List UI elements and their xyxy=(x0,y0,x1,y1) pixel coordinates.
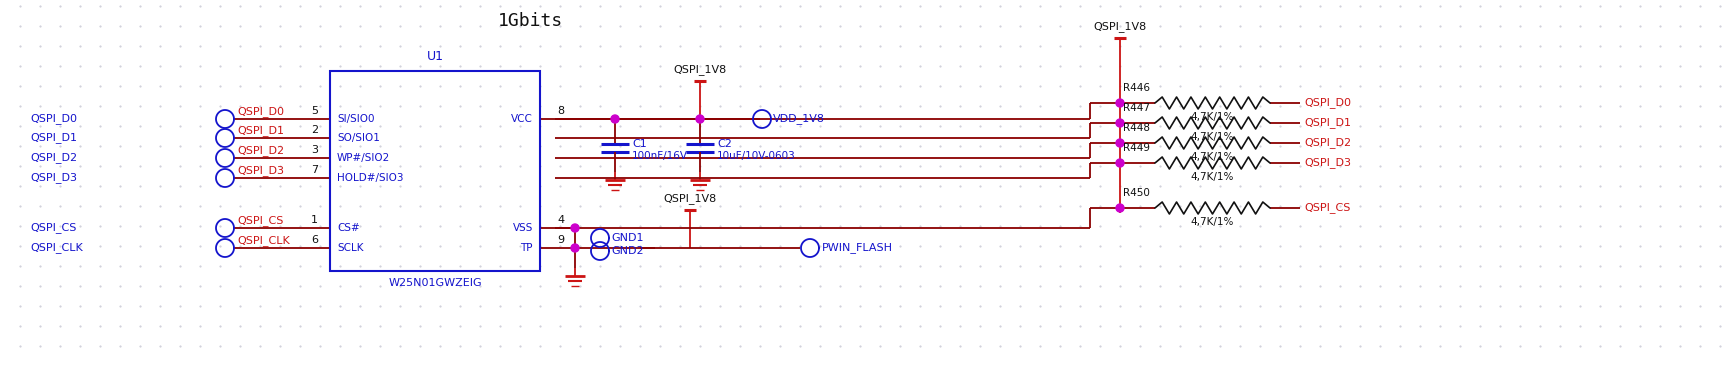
Circle shape xyxy=(1115,159,1124,167)
Text: 4,7K/1%: 4,7K/1% xyxy=(1192,217,1235,227)
Circle shape xyxy=(696,115,703,123)
Circle shape xyxy=(1115,204,1124,212)
Text: C2: C2 xyxy=(717,139,733,149)
Text: VDD_1V8: VDD_1V8 xyxy=(772,113,824,124)
Text: QSPI_D0: QSPI_D0 xyxy=(1304,98,1351,108)
Text: 4,7K/1%: 4,7K/1% xyxy=(1192,172,1235,182)
Circle shape xyxy=(572,224,578,232)
Circle shape xyxy=(1115,119,1124,127)
Text: QSPI_D0: QSPI_D0 xyxy=(29,113,76,124)
Text: QSPI_CLK: QSPI_CLK xyxy=(237,236,289,246)
Text: 4,7K/1%: 4,7K/1% xyxy=(1192,112,1235,122)
Text: QSPI_D1: QSPI_D1 xyxy=(1304,117,1351,128)
Text: QSPI_D3: QSPI_D3 xyxy=(1304,157,1351,168)
Text: W25N01GWZEIG: W25N01GWZEIG xyxy=(388,278,481,288)
Text: TP: TP xyxy=(521,243,533,253)
Text: SCLK: SCLK xyxy=(338,243,364,253)
Text: VSS: VSS xyxy=(513,223,533,233)
Text: 1: 1 xyxy=(312,215,319,225)
Circle shape xyxy=(611,115,618,123)
Text: 5: 5 xyxy=(312,106,319,116)
Text: 7: 7 xyxy=(310,165,319,175)
Text: R448: R448 xyxy=(1122,123,1150,133)
Text: GND2: GND2 xyxy=(611,246,644,256)
Text: 100nF/16V: 100nF/16V xyxy=(632,151,688,161)
Text: 8: 8 xyxy=(558,106,565,116)
Text: WP#/SIO2: WP#/SIO2 xyxy=(338,153,390,163)
Text: 6: 6 xyxy=(312,235,319,245)
Bar xyxy=(331,71,540,271)
Text: QSPI_CS: QSPI_CS xyxy=(1304,202,1351,213)
Text: QSPI_D2: QSPI_D2 xyxy=(1304,138,1351,149)
Text: QSPI_CLK: QSPI_CLK xyxy=(29,243,83,253)
Text: QSPI_D1: QSPI_D1 xyxy=(29,132,76,143)
Text: 9: 9 xyxy=(558,235,565,245)
Circle shape xyxy=(1115,99,1124,107)
Text: C1: C1 xyxy=(632,139,646,149)
Text: CS#: CS# xyxy=(338,223,360,233)
Text: PWIN_FLASH: PWIN_FLASH xyxy=(823,243,894,253)
Text: 1Gbits: 1Gbits xyxy=(497,12,563,30)
Text: R450: R450 xyxy=(1122,188,1150,198)
Text: 4,7K/1%: 4,7K/1% xyxy=(1192,152,1235,162)
Text: R447: R447 xyxy=(1122,103,1150,113)
Text: 4,7K/1%: 4,7K/1% xyxy=(1192,132,1235,142)
Text: QSPI_D0: QSPI_D0 xyxy=(237,107,284,117)
Text: R446: R446 xyxy=(1122,83,1150,93)
Circle shape xyxy=(1115,139,1124,147)
Text: 10uF/10V-0603: 10uF/10V-0603 xyxy=(717,151,795,161)
Text: GND1: GND1 xyxy=(611,233,644,243)
Text: VCC: VCC xyxy=(511,114,533,124)
Text: R449: R449 xyxy=(1122,143,1150,153)
Text: 4: 4 xyxy=(558,215,565,225)
Text: QSPI_D2: QSPI_D2 xyxy=(29,153,78,164)
Text: HOLD#/SIO3: HOLD#/SIO3 xyxy=(338,173,404,183)
Text: QSPI_D3: QSPI_D3 xyxy=(29,172,76,183)
Text: QSPI_1V8: QSPI_1V8 xyxy=(674,64,727,75)
Text: U1: U1 xyxy=(426,51,443,63)
Text: SI/SIO0: SI/SIO0 xyxy=(338,114,374,124)
Text: QSPI_D1: QSPI_D1 xyxy=(237,126,284,137)
Text: QSPI_1V8: QSPI_1V8 xyxy=(1093,21,1147,32)
Text: 2: 2 xyxy=(310,125,319,135)
Text: QSPI_CS: QSPI_CS xyxy=(29,223,76,234)
Text: QSPI_D2: QSPI_D2 xyxy=(237,146,284,156)
Circle shape xyxy=(572,244,578,252)
Text: SO/SIO1: SO/SIO1 xyxy=(338,133,379,143)
Text: QSPI_CS: QSPI_CS xyxy=(237,216,284,227)
Text: 3: 3 xyxy=(312,145,319,155)
Text: QSPI_D3: QSPI_D3 xyxy=(237,165,284,176)
Text: QSPI_1V8: QSPI_1V8 xyxy=(663,193,717,204)
